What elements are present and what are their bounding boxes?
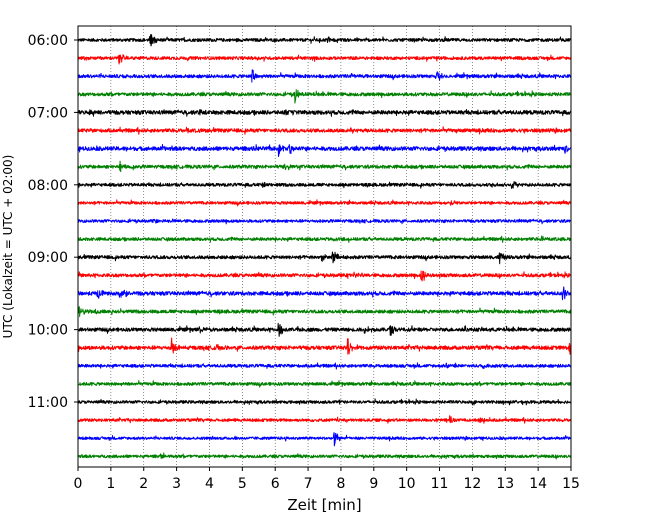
x-tick-label: 11 [431, 476, 449, 492]
x-tick-label: 1 [106, 476, 115, 492]
x-tick-label: 13 [496, 476, 514, 492]
trace-1000 [77, 322, 572, 337]
y-tick-label: 07:00 [28, 105, 68, 121]
trace-1030 [77, 362, 572, 370]
trace-0845 [77, 235, 572, 243]
trace-0600 [77, 34, 572, 47]
x-tick-label: 15 [562, 476, 580, 492]
trace-1115 [77, 415, 572, 424]
y-axis-ticks: 06:00 07:00 08:00 09:00 10:00 11:00 [28, 33, 78, 411]
trace-1130 [77, 432, 572, 447]
seismic-traces [77, 34, 572, 460]
trace-1145 [77, 452, 572, 460]
trace-0945 [77, 306, 572, 318]
trace-0715 [77, 126, 572, 135]
trace-0615 [77, 54, 572, 65]
x-axis-label: Zeit [min] [287, 496, 361, 514]
x-tick-label: 3 [172, 476, 181, 492]
trace-0700 [77, 109, 572, 117]
trace-1015 [77, 337, 572, 355]
y-tick-label: 11:00 [28, 395, 68, 411]
x-tick-label: 12 [463, 476, 481, 492]
trace-1100 [77, 398, 572, 406]
x-tick-label: 10 [398, 476, 416, 492]
trace-1045 [77, 380, 572, 388]
y-axis-label: UTC (Lokalzeit = UTC + 02:00) [1, 155, 15, 339]
trace-0800 [77, 181, 572, 189]
x-tick-label: 0 [74, 476, 83, 492]
x-axis-ticks: 0 1 2 3 4 5 6 7 8 9 10 11 12 13 14 15 [74, 467, 580, 492]
trace-0630 [77, 69, 572, 83]
x-tick-label: 8 [336, 476, 345, 492]
trace-0930 [77, 286, 572, 301]
trace-0745 [77, 160, 572, 173]
x-tick-label: 5 [238, 476, 247, 492]
x-tick-label: 6 [271, 476, 280, 492]
x-tick-label: 14 [529, 476, 547, 492]
y-tick-label: 08:00 [28, 178, 68, 194]
trace-0730 [77, 143, 572, 157]
x-tick-label: 4 [205, 476, 214, 492]
trace-0900 [77, 251, 572, 265]
x-tick-label: 2 [139, 476, 148, 492]
trace-0645 [77, 89, 572, 104]
y-tick-label: 09:00 [28, 250, 68, 266]
y-tick-label: 06:00 [28, 33, 68, 49]
y-tick-label: 10:00 [28, 323, 68, 339]
trace-0915 [77, 270, 572, 282]
plot-frame [77, 25, 572, 468]
x-tick-label: 7 [304, 476, 313, 492]
trace-0815 [77, 199, 572, 207]
trace-0830 [77, 218, 572, 225]
x-tick-label: 9 [369, 476, 378, 492]
